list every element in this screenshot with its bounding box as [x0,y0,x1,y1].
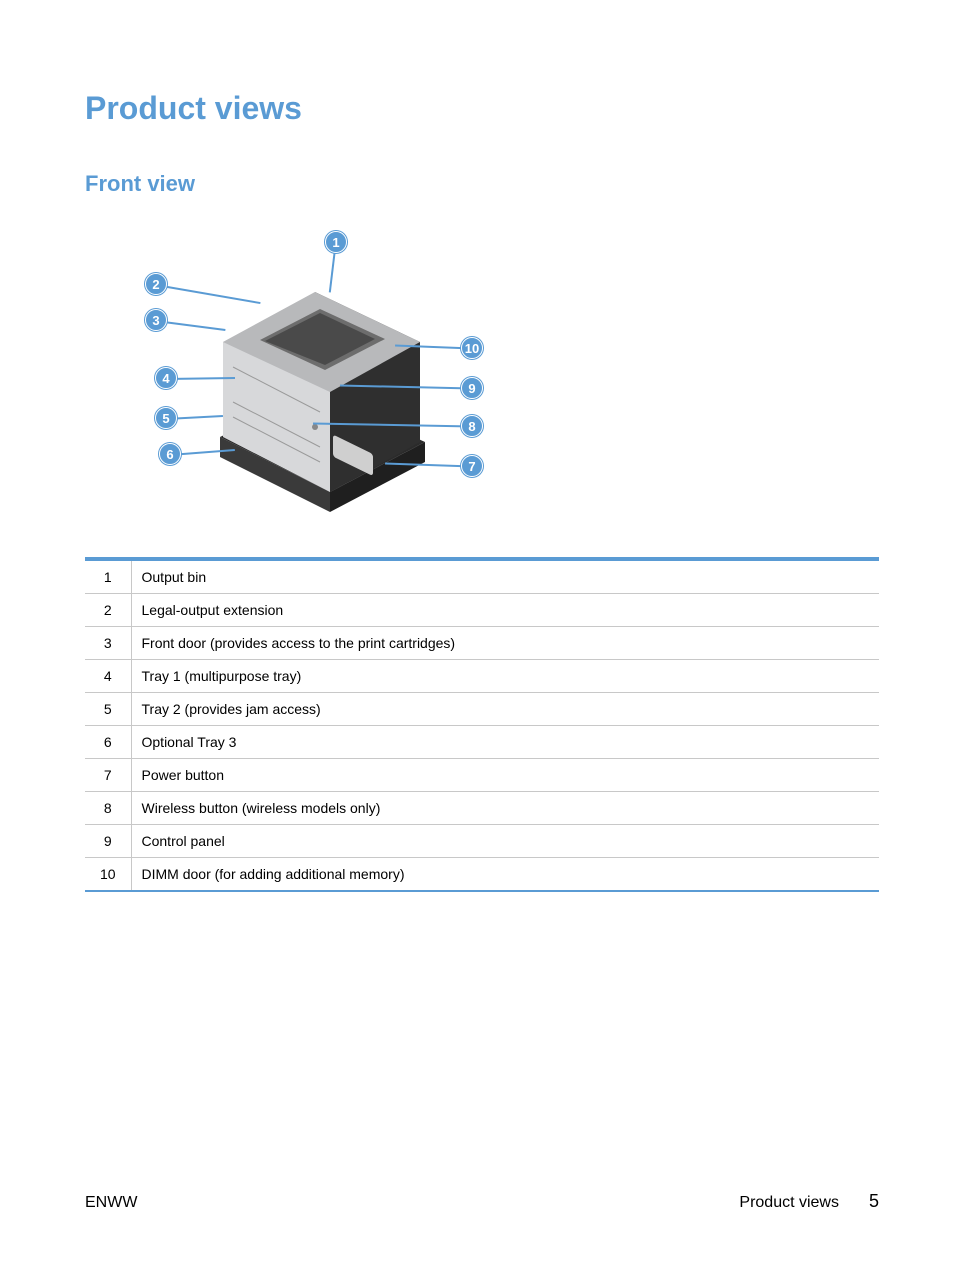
part-description: Power button [131,759,879,792]
page-footer: ENWW Product views 5 [85,1191,879,1212]
part-number: 8 [85,792,131,825]
page-number: 5 [869,1191,879,1212]
table-row: 7Power button [85,759,879,792]
part-number: 10 [85,858,131,892]
part-description: DIMM door (for adding additional memory) [131,858,879,892]
part-description: Front door (provides access to the print… [131,627,879,660]
callout-badge: 4 [155,367,177,389]
part-number: 3 [85,627,131,660]
part-description: Tray 1 (multipurpose tray) [131,660,879,693]
part-description: Wireless button (wireless models only) [131,792,879,825]
callout-badge: 1 [325,231,347,253]
table-row: 2Legal-output extension [85,594,879,627]
callout-badge: 10 [461,337,483,359]
part-description: Control panel [131,825,879,858]
part-number: 2 [85,594,131,627]
part-description: Optional Tray 3 [131,726,879,759]
part-number: 4 [85,660,131,693]
diagram-container: 1 2 3 4 5 6 7 8 9 10 [85,227,879,527]
table-row: 9Control panel [85,825,879,858]
callout-badge: 3 [145,309,167,331]
parts-table-body: 1Output bin2Legal-output extension3Front… [85,559,879,891]
table-row: 8Wireless button (wireless models only) [85,792,879,825]
printer-diagram: 1 2 3 4 5 6 7 8 9 10 [145,227,505,527]
table-row: 1Output bin [85,559,879,594]
footer-left: ENWW [85,1194,137,1212]
callout-badge: 6 [159,443,181,465]
part-description: Legal-output extension [131,594,879,627]
callout-badge: 8 [461,415,483,437]
part-number: 9 [85,825,131,858]
table-row: 4Tray 1 (multipurpose tray) [85,660,879,693]
callout-badge: 9 [461,377,483,399]
table-row: 10DIMM door (for adding additional memor… [85,858,879,892]
part-description: Tray 2 (provides jam access) [131,693,879,726]
part-description: Output bin [131,559,879,594]
callout-badge: 7 [461,455,483,477]
callout-badge: 2 [145,273,167,295]
table-row: 6Optional Tray 3 [85,726,879,759]
part-number: 1 [85,559,131,594]
footer-right: Product views 5 [739,1191,879,1212]
footer-section-label: Product views [739,1194,839,1212]
parts-table: 1Output bin2Legal-output extension3Front… [85,557,879,892]
table-row: 3Front door (provides access to the prin… [85,627,879,660]
callout-badge: 5 [155,407,177,429]
table-row: 5Tray 2 (provides jam access) [85,693,879,726]
part-number: 7 [85,759,131,792]
part-number: 5 [85,693,131,726]
part-number: 6 [85,726,131,759]
page-title: Product views [85,90,879,127]
section-subtitle: Front view [85,171,879,197]
manual-page: Product views Front view [0,0,954,1270]
